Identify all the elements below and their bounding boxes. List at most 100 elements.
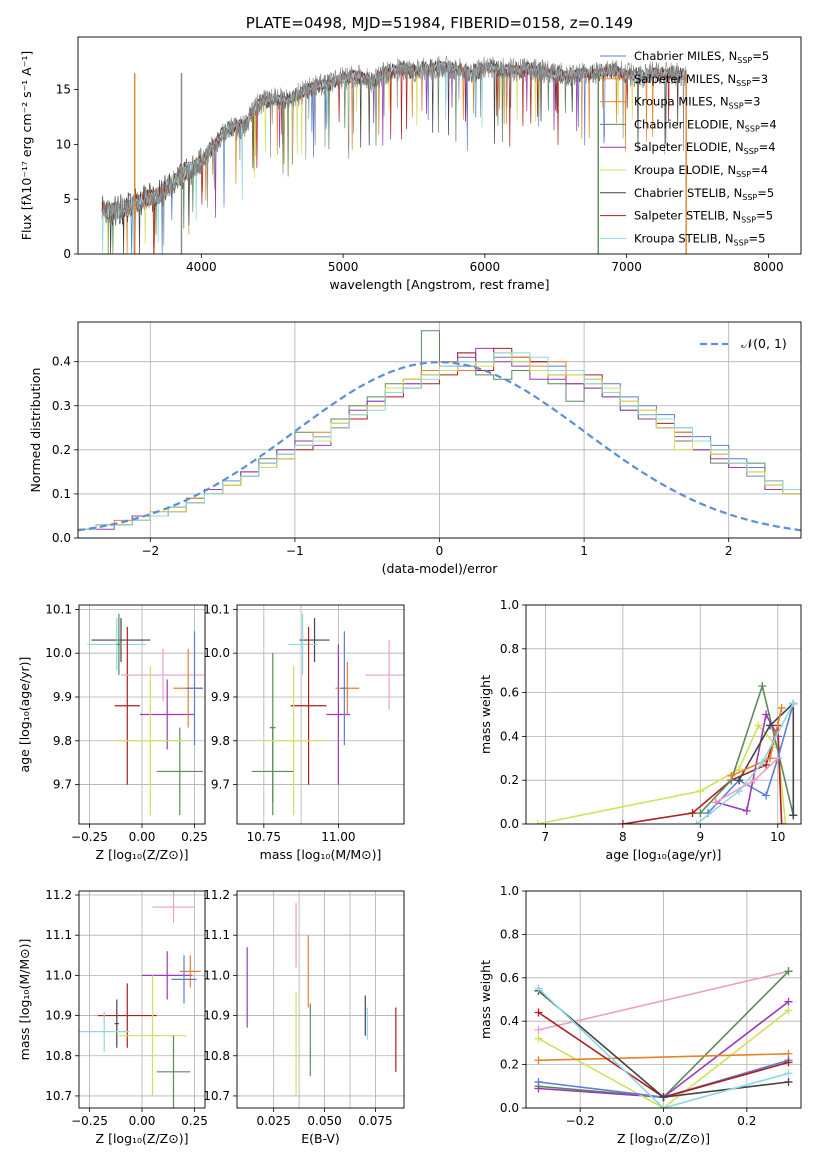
weight-line [538, 1009, 789, 1108]
plot-area [79, 891, 201, 1108]
chart-title: PLATE=0498, MJD=51984, FIBERID=0158, z=0… [246, 14, 633, 32]
x-axis-label: Z [log₁₀(Z/Z⊙)] [617, 1131, 710, 1146]
x-tick-label: 5000 [328, 260, 359, 274]
histogram-step [78, 352, 801, 530]
y-tick-label: 0.8 [500, 927, 519, 941]
weight-marker [784, 1069, 793, 1078]
plot-area [101, 55, 687, 254]
plot-area [533, 682, 798, 824]
x-tick-label: 7000 [611, 260, 642, 274]
histogram-step [78, 347, 801, 530]
legend-suffix: =5 [749, 231, 766, 245]
legend-label: Salpeter ELODIE, NSSP=4 [634, 140, 776, 156]
x-tick-label: 0.25 [181, 1114, 208, 1128]
x-tick-label: 1 [580, 544, 588, 558]
y-tick-label: 10.1 [203, 602, 230, 616]
weight-marker [789, 699, 798, 708]
y-tick-label: 10.0 [203, 646, 230, 660]
legend-subscript: SSP [745, 124, 760, 133]
weight-marker [754, 721, 763, 730]
panel-mass_vs_ebv: 0.025 0.050 0.075 10.7 10.8 10.9 11.0 11.1 11.2 E… [203, 888, 405, 1146]
y-tick-label: 11.2 [203, 888, 230, 902]
legend-suffix: =3 [744, 95, 761, 109]
axes-frame [236, 890, 405, 1109]
axes-frame [236, 604, 405, 825]
y-axis-label: age [log₁₀(age/yr)] [17, 657, 32, 773]
x-tick-label: 0.0 [654, 1114, 673, 1128]
y-tick-label: 10.1 [45, 602, 72, 616]
y-tick-label: 11.2 [45, 888, 72, 902]
y-tick-label: 0.6 [500, 971, 519, 985]
legend-suffix: =4 [751, 163, 768, 177]
weight-marker [696, 787, 705, 796]
y-tick-label: 0.1 [52, 487, 71, 501]
histogram-step [78, 347, 801, 530]
y-tick-label: 9.8 [211, 734, 230, 748]
weight-marker [784, 967, 793, 976]
axes-frame [77, 36, 802, 255]
y-tick-label: 0.6 [500, 686, 519, 700]
legend-subscript: SSP [741, 216, 756, 225]
x-tick-label: 8000 [753, 260, 784, 274]
legend-label: 𝒩(0, 1) [741, 336, 787, 351]
x-tick-label: −0.25 [71, 830, 108, 844]
y-tick-label: 15 [56, 83, 71, 97]
x-tick-label: 0.050 [307, 1114, 341, 1128]
y-tick-label: 9.7 [53, 778, 72, 792]
observed-spectrum [101, 55, 687, 246]
weight-line [699, 683, 795, 816]
x-tick-label: 0.075 [358, 1114, 392, 1128]
weight-marker [773, 754, 782, 763]
weight-marker [781, 820, 790, 824]
legend-label: Chabrier STELIB, NSSP=5 [634, 186, 774, 202]
y-tick-label: 1.0 [500, 598, 519, 612]
x-tick-label: 0.2 [737, 1114, 756, 1128]
legend-label: Kroupa MILES, NSSP=3 [634, 95, 760, 111]
y-tick-label: 10.8 [45, 1049, 72, 1063]
legend-label: Kroupa STELIB, NSSP=5 [634, 231, 765, 247]
y-tick-label: 0.3 [52, 399, 71, 413]
y-tick-label: 11.0 [45, 968, 72, 982]
y-axis-label: mass [log₁₀(M/M⊙)] [17, 939, 32, 1061]
legend-subscript: SSP [742, 193, 757, 202]
weight-line [538, 1053, 789, 1062]
panel-mass_vs_Z: −0.25 0.00 0.25 10.7 10.8 10.9 11.0 11.1 11.2 Z [… [17, 888, 208, 1146]
weight-marker [534, 1077, 543, 1086]
legend-label: Chabrier MILES, NSSP=5 [634, 49, 769, 65]
x-tick-label: 0.00 [129, 1114, 156, 1128]
x-tick-label: 0.00 [129, 830, 156, 844]
y-tick-label: 9.9 [53, 690, 72, 704]
x-tick-label: 0.25 [181, 830, 208, 844]
gaussian-curve [78, 360, 801, 532]
weight-line [537, 724, 787, 824]
x-tick-label: −0.25 [71, 1114, 108, 1128]
weight-marker [534, 1034, 543, 1043]
weight-marker [534, 1056, 543, 1065]
y-axis-label: mass weight [478, 960, 493, 1039]
y-tick-label: 0.0 [52, 531, 71, 545]
x-axis-label: Z [log₁₀(Z/Z⊙)] [96, 1131, 189, 1146]
x-axis-label: E(B-V) [301, 1131, 340, 1146]
weight-marker [784, 1077, 793, 1086]
legend-label: Kroupa ELODIE, NSSP=4 [634, 163, 768, 179]
y-tick-label: 9.8 [53, 734, 72, 748]
y-axis-label: mass weight [478, 675, 493, 754]
weight-marker [659, 1093, 668, 1102]
legend-suffix: =5 [757, 186, 774, 200]
weight-marker [618, 820, 627, 824]
legend-subscript: SSP [737, 56, 752, 65]
y-axis-label: Flux [fλ10⁻¹⁷ erg cm⁻² s⁻¹ A⁻¹] [19, 51, 34, 240]
weight-marker [758, 682, 767, 691]
x-axis-label: wavelength [Angstrom, rest frame] [329, 277, 549, 292]
axes-frame [525, 604, 802, 825]
x-tick-label: −0.2 [566, 1114, 595, 1128]
y-tick-label: 10 [56, 137, 71, 151]
y-tick-label: 0.2 [500, 773, 519, 787]
x-tick-label: −2 [141, 544, 159, 558]
legend-label: Chabrier ELODIE, NSSP=4 [634, 117, 777, 133]
y-tick-label: 0.0 [500, 1101, 519, 1115]
panel-age_vs_Z: −0.25 0.00 0.25 9.7 9.8 9.9 10.0 10.1 Z [log₁₀(Z… [17, 602, 208, 862]
weight-marker [762, 710, 771, 719]
weight-marker [784, 997, 793, 1006]
weight-line [538, 970, 789, 1031]
